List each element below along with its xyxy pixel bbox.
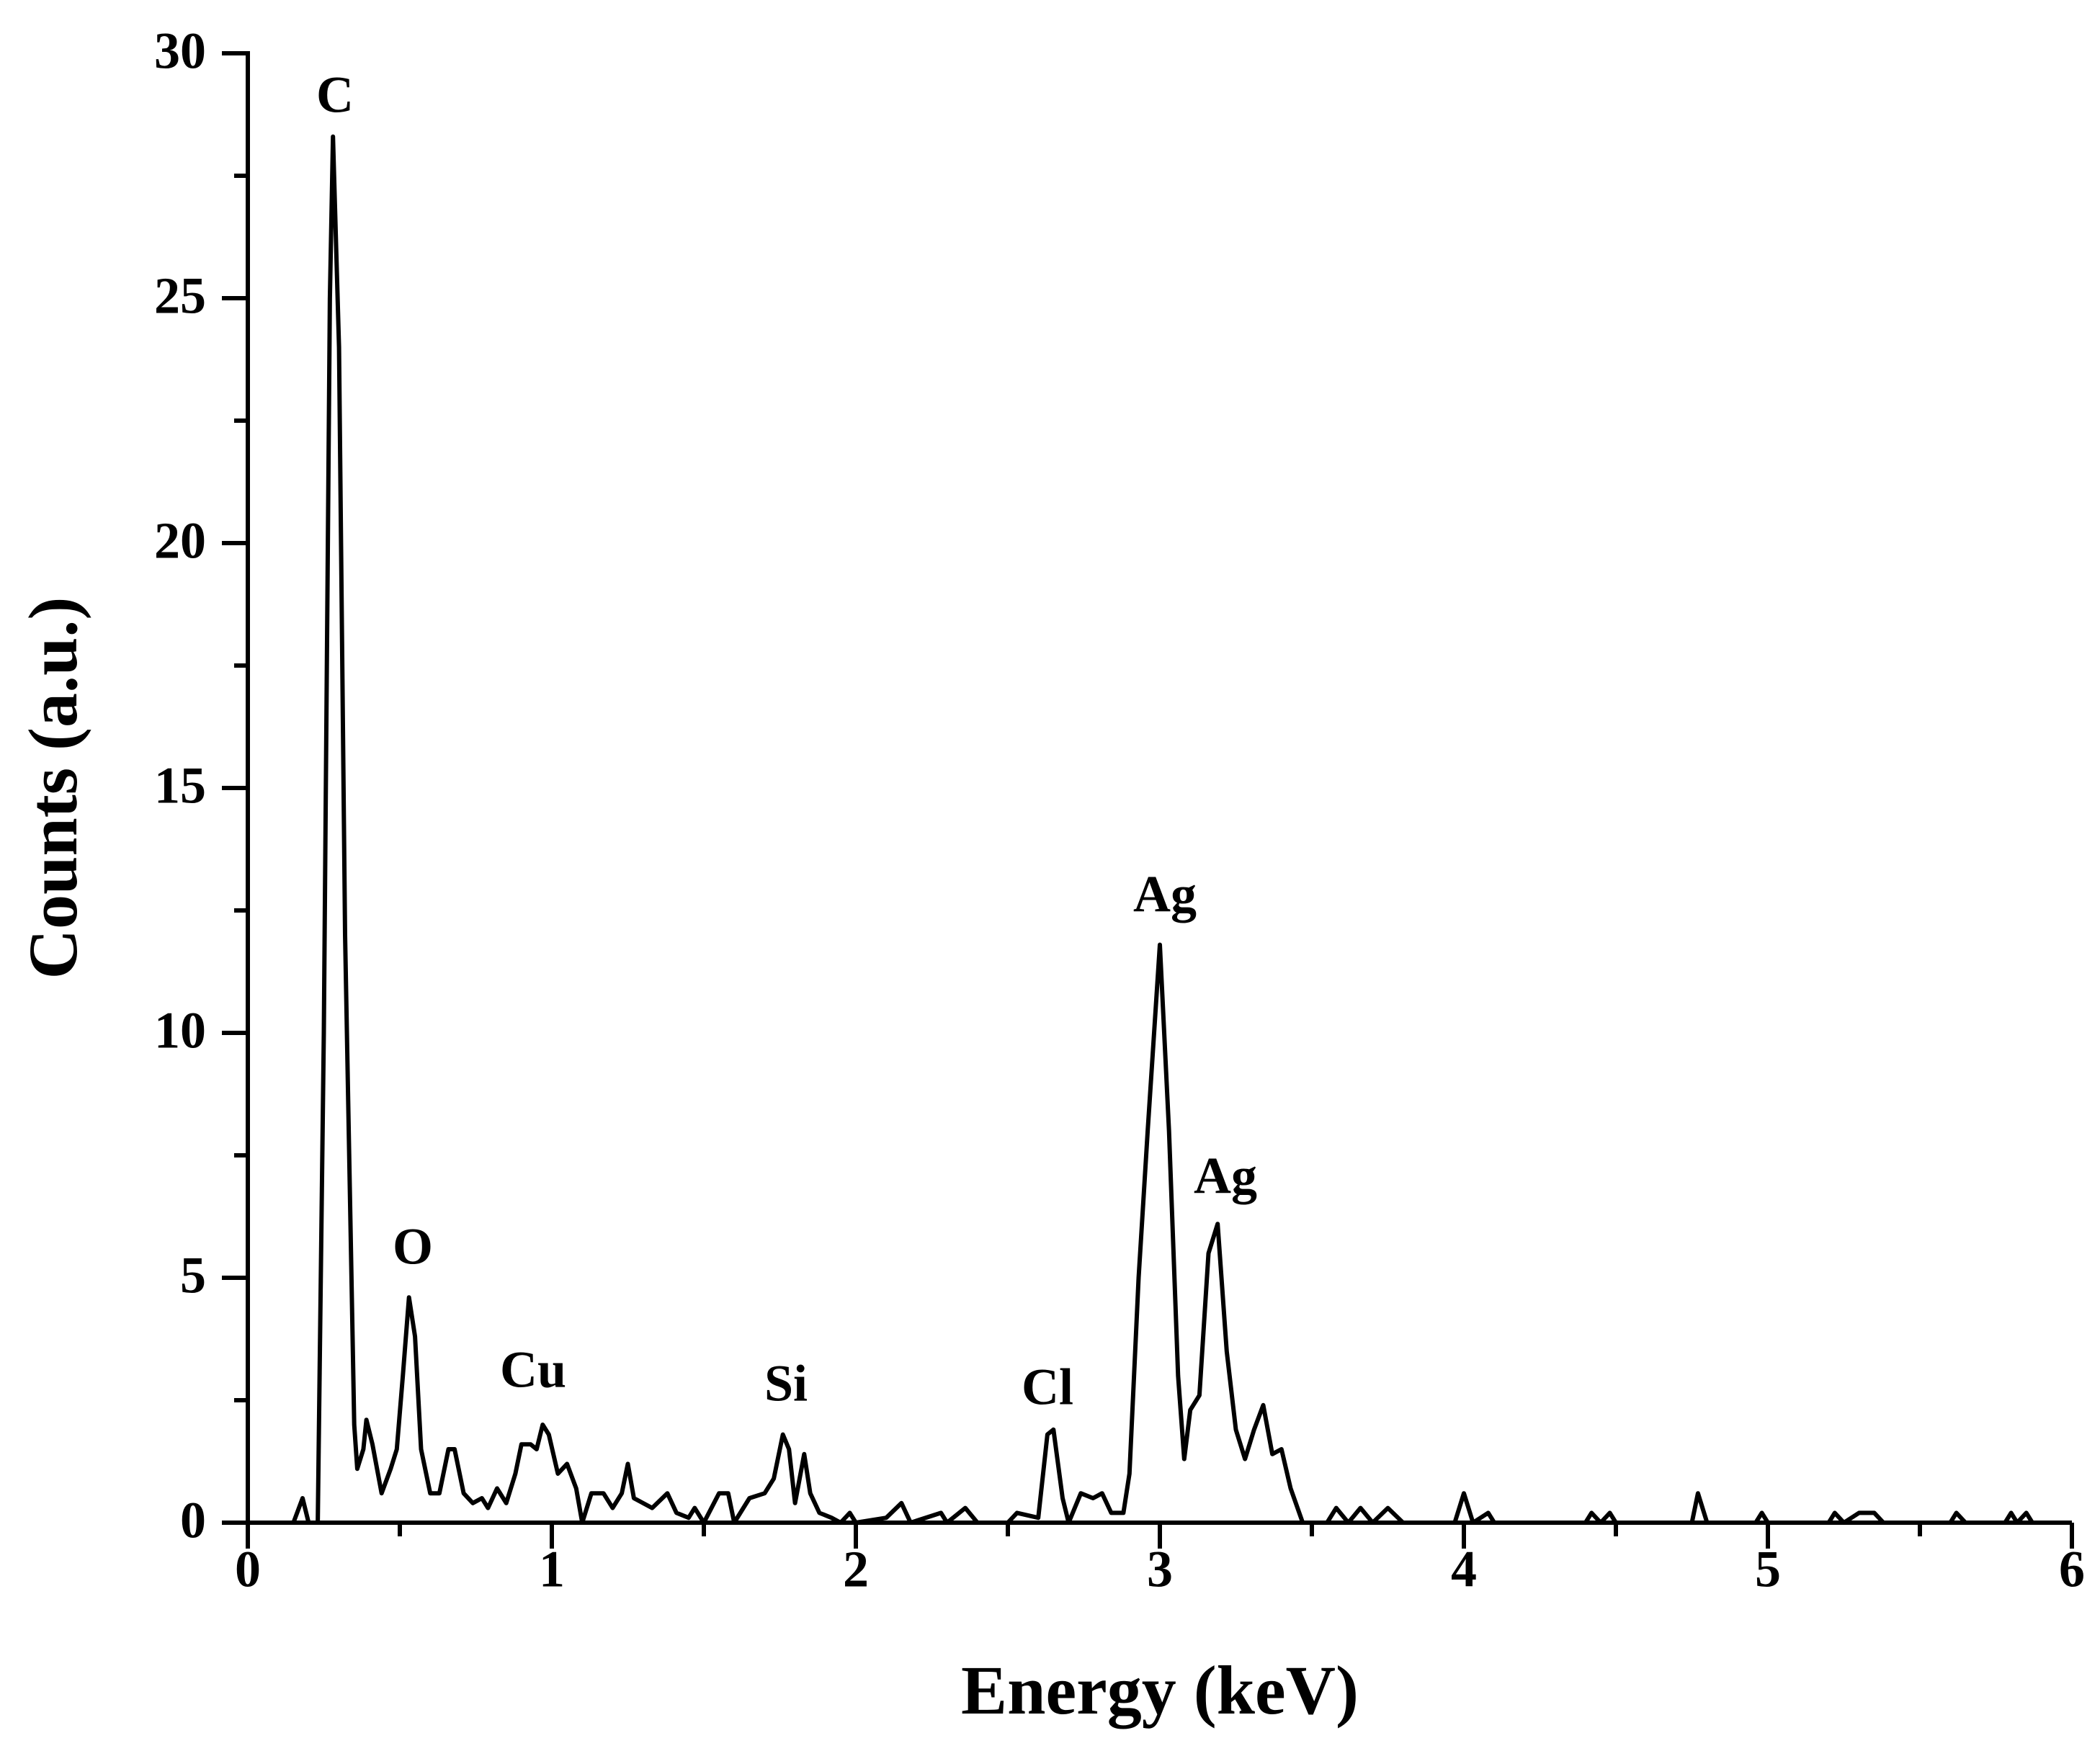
x-tick-label: 1 xyxy=(539,1541,565,1598)
x-tick-label: 0 xyxy=(235,1541,261,1598)
y-axis-title: Counts (a.u.) xyxy=(14,597,91,980)
x-tick-label: 5 xyxy=(1755,1541,1781,1598)
y-tick-label: 30 xyxy=(154,22,206,80)
peak-label: Cl xyxy=(1022,1358,1073,1416)
y-tick-label: 20 xyxy=(154,512,206,570)
peak-label: Ag xyxy=(1194,1147,1257,1205)
peak-label: O xyxy=(393,1218,433,1276)
y-tick-label: 0 xyxy=(180,1492,206,1549)
spectrum-line xyxy=(248,134,2034,1525)
x-tick-label: 3 xyxy=(1147,1541,1173,1598)
x-tick-label: 4 xyxy=(1451,1541,1477,1598)
x-tick-label: 2 xyxy=(843,1541,869,1598)
peak-label: Si xyxy=(764,1355,808,1412)
peak-label: Ag xyxy=(1133,866,1197,923)
peak-label: Cu xyxy=(500,1341,566,1399)
y-tick-label: 5 xyxy=(180,1247,206,1304)
x-tick-label: 6 xyxy=(2059,1541,2085,1598)
x-axis-title: Energy (keV) xyxy=(961,1652,1359,1729)
y-tick-label: 15 xyxy=(154,757,206,815)
peak-label: C xyxy=(316,66,354,124)
y-tick-label: 25 xyxy=(154,267,206,325)
y-tick-label: 10 xyxy=(154,1002,206,1060)
